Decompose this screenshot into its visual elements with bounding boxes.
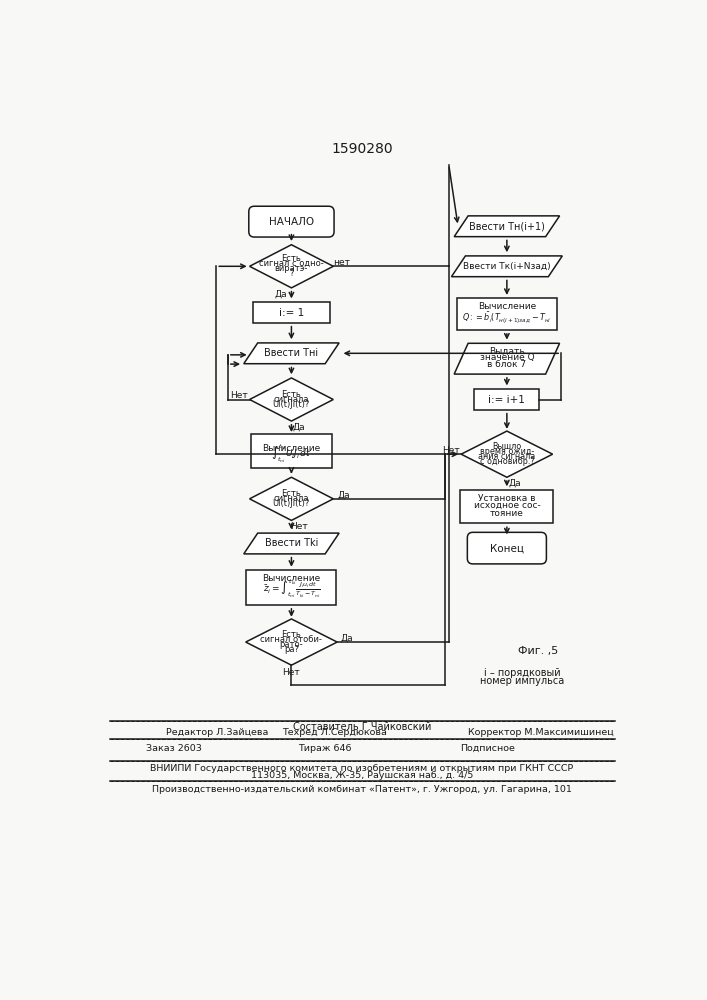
Text: Ввести Тн(i+1): Ввести Тн(i+1) — [469, 221, 545, 231]
Text: ?: ? — [289, 269, 293, 278]
Text: Подписное: Подписное — [460, 744, 515, 753]
Text: 113035, Москва, Ж-35, Раушская наб., д. 4/5: 113035, Москва, Ж-35, Раушская наб., д. … — [251, 771, 473, 780]
Text: Составитель Г.Чайковский: Составитель Г.Чайковский — [293, 722, 431, 732]
Text: Выдать: Выдать — [489, 347, 525, 356]
Bar — [457, 298, 557, 330]
Text: Ui(t)Ji(t)?: Ui(t)Ji(t)? — [273, 400, 310, 409]
Text: ра?: ра? — [284, 645, 299, 654]
Text: Корректор М.Максимишинец: Корректор М.Максимишинец — [468, 728, 614, 737]
Bar — [460, 490, 554, 523]
Text: Да: Да — [341, 634, 354, 643]
Text: Нет: Нет — [442, 446, 460, 455]
Text: значение Q: значение Q — [479, 353, 534, 362]
Text: Да: Да — [508, 479, 521, 488]
Text: Вычисление: Вычисление — [262, 574, 320, 583]
Polygon shape — [454, 216, 559, 237]
Text: Заказ 2603: Заказ 2603 — [146, 744, 202, 753]
Text: Производственно-издательский комбинат «Патент», г. Ужгород, ул. Гагарина, 101: Производственно-издательский комбинат «П… — [152, 785, 572, 794]
Text: Да: Да — [338, 490, 351, 499]
Polygon shape — [250, 378, 333, 421]
Text: сигнала: сигнала — [274, 494, 309, 503]
Bar — [247, 570, 337, 605]
Text: тояние: тояние — [490, 509, 524, 518]
Text: Редактор Л.Зайцева: Редактор Л.Зайцева — [166, 728, 268, 737]
Text: Установка в: Установка в — [478, 494, 536, 503]
Text: сигнал с одно-: сигнал с одно- — [259, 259, 324, 268]
Text: Вычисление: Вычисление — [262, 444, 320, 453]
Text: виратэ-: виратэ- — [275, 264, 308, 273]
Text: Ui(t)Ji(t)?: Ui(t)Ji(t)? — [273, 499, 310, 508]
Bar — [474, 389, 539, 410]
Bar — [251, 434, 332, 468]
Text: Да: Да — [274, 290, 287, 299]
Text: Нет: Нет — [283, 668, 300, 677]
Text: Техред Л.Сердюкова: Техред Л.Сердюкова — [282, 728, 387, 737]
Text: Ввести Тнi: Ввести Тнi — [264, 348, 318, 358]
Polygon shape — [250, 477, 333, 520]
Polygon shape — [244, 343, 339, 364]
Text: с одновибр.?: с одновибр.? — [479, 457, 534, 466]
Text: i – порядковый: i – порядковый — [484, 668, 561, 678]
Text: ания сигнала: ания сигнала — [478, 452, 535, 461]
Polygon shape — [250, 245, 333, 288]
Polygon shape — [461, 431, 553, 477]
Text: рато-: рато- — [279, 640, 303, 649]
Text: Тираж 646: Тираж 646 — [298, 744, 351, 753]
Text: Конец: Конец — [490, 543, 524, 553]
Text: сигнала: сигнала — [274, 395, 309, 404]
Polygon shape — [452, 256, 562, 277]
Text: Нет: Нет — [291, 522, 308, 531]
Text: номер импульса: номер импульса — [480, 676, 564, 686]
Text: Ввести Тki: Ввести Тki — [264, 538, 318, 548]
Text: в блок 7: в блок 7 — [487, 360, 527, 369]
FancyBboxPatch shape — [249, 206, 334, 237]
Text: Да: Да — [293, 423, 305, 432]
Text: Есть: Есть — [281, 489, 301, 498]
Text: Фиг. ,5: Фиг. ,5 — [518, 646, 558, 656]
Text: i:= 1: i:= 1 — [279, 308, 304, 318]
Text: Вышло: Вышло — [492, 442, 522, 451]
Polygon shape — [454, 343, 559, 374]
Text: Ввести Тк(i+Nзад): Ввести Тк(i+Nзад) — [463, 262, 551, 271]
Text: ВНИИПИ Государственного комитета по изобретениям и открытиям при ГКНТ СССР: ВНИИПИ Государственного комитета по изоб… — [151, 764, 573, 773]
Polygon shape — [244, 533, 339, 554]
Text: Нет: Нет — [230, 391, 247, 400]
FancyBboxPatch shape — [467, 532, 547, 564]
Text: сигнал отоби-: сигнал отоби- — [260, 635, 322, 644]
Text: нет: нет — [333, 258, 350, 267]
Text: Есть: Есть — [281, 390, 301, 399]
Text: i:= i+1: i:= i+1 — [489, 395, 525, 405]
Text: Есть: Есть — [281, 254, 301, 263]
Text: время ожид-: время ожид- — [480, 447, 534, 456]
Text: $\int_{t_{ni}}^{t_{ki}}U_i J_i\,dt$: $\int_{t_{ni}}^{t_{ki}}U_i J_i\,dt$ — [271, 442, 312, 465]
Text: Есть: Есть — [281, 630, 301, 639]
Text: $\bar{z}_i=\int_{t_{ni}}^{t_{ki}}\frac{J_i u_i\,dt}{T_{ki}-T_{ni}}$: $\bar{z}_i=\int_{t_{ni}}^{t_{ki}}\frac{J… — [262, 577, 320, 600]
Text: Вычисление: Вычисление — [478, 302, 536, 311]
Text: НАЧАЛО: НАЧАЛО — [269, 217, 314, 227]
Text: $Q:=\bar{b}_i(T_{н(i+1)зад}-T_{нi}$: $Q:=\bar{b}_i(T_{н(i+1)зад}-T_{нi}$ — [462, 310, 551, 325]
Bar — [252, 302, 330, 323]
Polygon shape — [246, 619, 337, 665]
Text: 1590280: 1590280 — [331, 142, 393, 156]
Text: исходное сос-: исходное сос- — [474, 501, 540, 510]
